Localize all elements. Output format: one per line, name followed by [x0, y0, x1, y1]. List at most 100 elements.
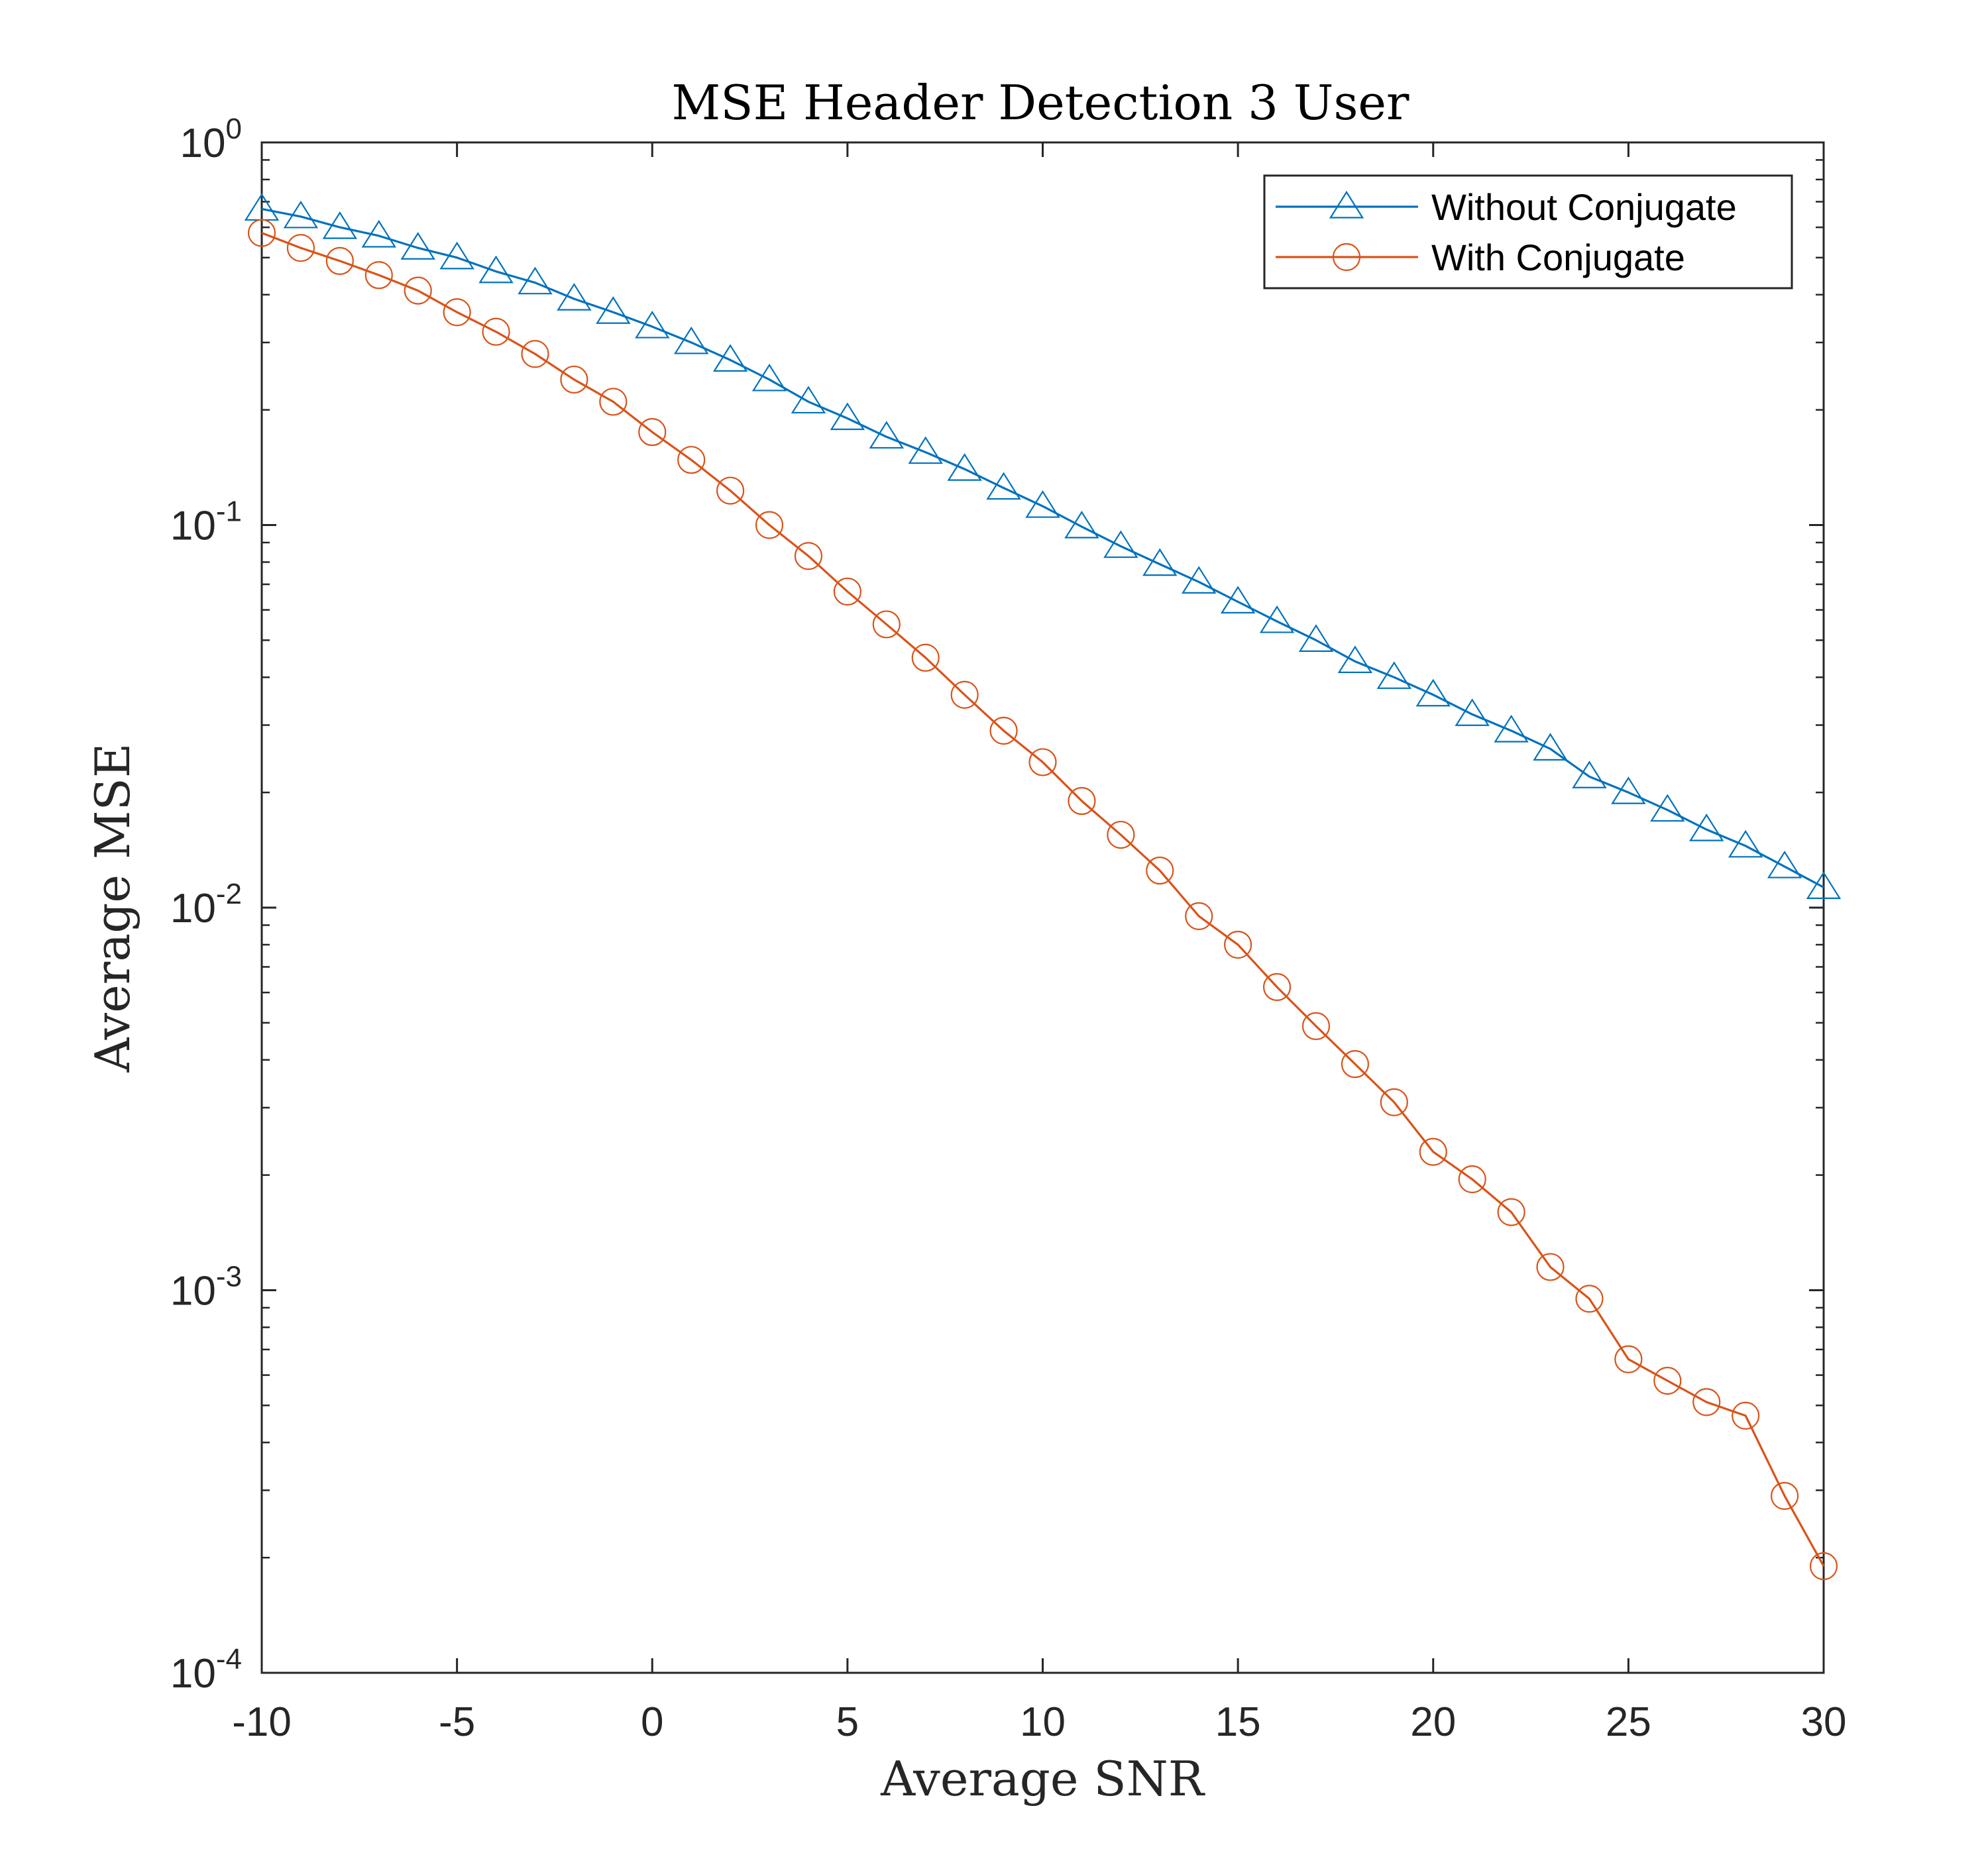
data-point-triangle [322, 211, 358, 239]
x-tick-label: 20 [1410, 1699, 1456, 1745]
data-point-triangle [1650, 794, 1685, 822]
data-point-circle [950, 680, 979, 709]
data-point-circle [1107, 820, 1135, 849]
plot-area [260, 141, 1825, 1674]
series-line [261, 207, 1824, 888]
data-point-circle [560, 365, 588, 394]
data-point-triangle [361, 219, 396, 248]
legend-label: With Conjugate [1431, 237, 1685, 278]
data-point-circle [1028, 748, 1057, 776]
data-point-circle [443, 298, 471, 327]
legend-marker-circle [1332, 242, 1361, 272]
data-point-circle [1809, 1552, 1838, 1581]
data-point-triangle [1376, 661, 1412, 689]
x-tick-label: -5 [439, 1699, 475, 1745]
data-point-triangle [751, 363, 787, 392]
data-point-circle [1614, 1345, 1643, 1373]
x-tick-label: -10 [232, 1699, 292, 1745]
data-point-circle [1068, 786, 1096, 816]
data-point-circle [1458, 1165, 1486, 1194]
data-point-circle [1224, 930, 1252, 959]
data-point-triangle [869, 421, 904, 449]
data-point-triangle [1572, 761, 1607, 788]
data-point-circle [911, 643, 940, 672]
data-point-triangle [1806, 871, 1842, 899]
data-point-triangle [908, 436, 943, 464]
data-point-triangle [635, 310, 670, 339]
data-point-circle [247, 219, 276, 247]
x-tick-label: 0 [641, 1699, 663, 1745]
data-point-circle [677, 446, 706, 474]
series-with-conjugate [247, 219, 1838, 1581]
data-point-triangle [1337, 645, 1373, 674]
x-tick-label: 10 [1020, 1699, 1066, 1745]
y-tick-exponent: -4 [216, 1643, 242, 1675]
data-point-circle [1341, 1050, 1370, 1079]
data-point-circle [364, 261, 393, 290]
legend-marker-triangle [1329, 190, 1364, 219]
series-line [261, 232, 1825, 1567]
plot-frame [260, 141, 1825, 1674]
data-point-triangle [1689, 814, 1724, 841]
data-point-triangle [1064, 510, 1099, 539]
data-point-circle [1146, 856, 1174, 885]
x-axis-label: Average SNR [880, 1751, 1205, 1807]
data-point-circle [638, 418, 667, 447]
data-point-triangle [791, 386, 826, 414]
data-point-circle [1536, 1253, 1565, 1281]
data-point-triangle [947, 453, 982, 481]
data-point-circle [833, 577, 861, 606]
data-point-circle [599, 388, 628, 416]
y-tick-base: 10 [170, 886, 216, 931]
data-point-triangle [1494, 714, 1529, 743]
chart-title: MSE Header Detection 3 User [672, 75, 1410, 131]
x-tick-label: 15 [1215, 1699, 1261, 1745]
data-point-triangle [1415, 678, 1451, 707]
data-point-circle [1770, 1481, 1799, 1510]
data-point-triangle [1455, 698, 1490, 726]
data-point-circle [1419, 1138, 1447, 1166]
y-tick-exponent: -2 [216, 878, 242, 910]
y-tick-exponent: -1 [216, 496, 242, 528]
data-point-triangle [1103, 530, 1138, 558]
data-point-circle [521, 340, 549, 368]
data-point-triangle [1767, 851, 1802, 878]
legend: Without Conjugate With Conjugate [1263, 174, 1793, 290]
legend-label: Without Conjugate [1431, 186, 1737, 228]
data-point-circle [1575, 1285, 1604, 1313]
data-point-circle [989, 716, 1018, 745]
y-tick-base: 10 [170, 1651, 216, 1697]
y-tick-label: 10-4 [170, 1643, 242, 1697]
data-point-circle [1497, 1198, 1525, 1226]
y-tick-label: 10-1 [170, 496, 242, 549]
data-point-circle [1653, 1367, 1682, 1395]
data-point-triangle [986, 472, 1021, 500]
data-point-circle [404, 276, 432, 305]
data-point-triangle [478, 255, 514, 284]
data-point-circle [1185, 902, 1213, 930]
data-point-triangle [1142, 548, 1178, 576]
y-tick-base: 10 [170, 504, 216, 549]
data-point-circle [325, 246, 354, 276]
x-tick-label: 25 [1606, 1699, 1651, 1745]
series-layer [244, 193, 1842, 1581]
y-tick-label: 100 [180, 113, 242, 166]
x-tick-label: 30 [1801, 1699, 1847, 1745]
y-axis-label: Average MSE [85, 743, 140, 1073]
data-point-triangle [1025, 490, 1060, 518]
data-point-circle [872, 610, 901, 639]
data-point-triangle [518, 266, 553, 295]
y-tick-base: 10 [170, 1269, 216, 1314]
data-point-triangle [439, 241, 474, 270]
data-point-triangle [1611, 776, 1646, 804]
data-point-triangle [1298, 624, 1334, 652]
data-point-circle [1380, 1088, 1408, 1116]
data-point-triangle [1182, 566, 1217, 594]
series-without-conjugate [244, 193, 1842, 899]
y-tick-base: 10 [180, 121, 226, 166]
data-point-triangle [283, 200, 319, 229]
y-tick-label: 10-2 [170, 878, 242, 931]
data-point-triangle [596, 296, 631, 324]
